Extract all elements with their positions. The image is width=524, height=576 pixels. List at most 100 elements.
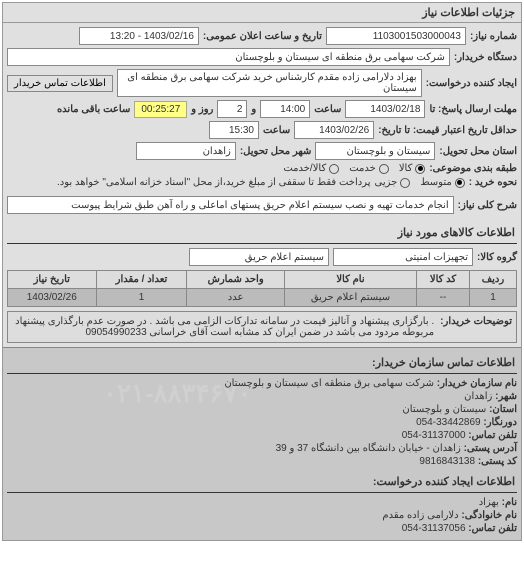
announce-value: 1403/02/16 - 13:20	[79, 27, 199, 45]
contact-fax-line: دورنگار: 33442869-054	[7, 417, 517, 428]
sub-radio-a[interactable]: متوسط	[420, 177, 464, 188]
sub-opt-b: جزیی	[374, 177, 397, 188]
td-0: 1	[469, 289, 516, 307]
row-requester: ایجاد کننده درخواست: بهزاد دلارامی زاده …	[7, 69, 517, 97]
budget-radio-both[interactable]: کالا/خدمت	[283, 163, 339, 174]
c-post-label: کد پستی:	[478, 456, 517, 467]
deadline-date: 1403/02/18	[345, 100, 425, 118]
org-value: شرکت سهامی برق منطقه ای سیستان و بلوچستا…	[224, 378, 434, 389]
budget-radio-group: کالا خدمت کالا/خدمت	[283, 163, 425, 174]
desc-value: . بارگزاری پیشنهاد و آنالیز قیمت در ساما…	[12, 316, 434, 338]
c-fax: 33442869-054	[416, 417, 481, 428]
th-1: کد کالا	[417, 271, 470, 289]
budget-radio-khedmat[interactable]: خدمت	[349, 163, 389, 174]
buyer-label: دستگاه خریدار:	[454, 52, 517, 63]
goods-group: سیستم اعلام حریق	[189, 248, 329, 266]
days-value: 2	[217, 100, 247, 118]
td-4: 1	[96, 289, 187, 307]
row-req-num: شماره نیاز: 1103001503000043 تاریخ و ساع…	[7, 27, 517, 45]
c-addr-label: آدرس پستی:	[464, 443, 517, 454]
radio-dot-icon	[379, 164, 389, 174]
province-label: استان محل تحویل:	[439, 146, 517, 157]
th-4: تعداد / مقدار	[96, 271, 187, 289]
th-5: تاریخ نیاز	[8, 271, 97, 289]
quote-valid-time-label: ساعت	[263, 125, 290, 136]
sub-radio-b[interactable]: جزیی	[374, 177, 410, 188]
budget-opt-a: کالا	[399, 163, 413, 174]
contact-title: اطلاعات تماس سازمان خریدار:	[7, 352, 517, 374]
req-num-label: شماره نیاز:	[470, 31, 517, 42]
countdown-timer: 00:25:27	[134, 101, 187, 118]
radio-dot-icon	[415, 164, 425, 174]
city-value: زاهدان	[136, 142, 236, 160]
desc-label: توضیحات خریدار:	[434, 316, 512, 338]
contact-section: ۰۲۱-۸۸۳۴۶۷۰ اطلاعات تماس سازمان خریدار: …	[3, 347, 521, 540]
c-surname: دلارامی زاده مقدم	[382, 510, 458, 521]
goods-subgroup: تجهیزات امنیتی	[333, 248, 473, 266]
goods-title: اطلاعات کالاهای مورد نیاز	[7, 222, 517, 244]
timer-after: ساعت باقی مانده	[57, 104, 130, 115]
contact-postcode-line: کد پستی: 9816843138	[7, 456, 517, 467]
creator-phone-line: تلفن تماس: 31137056-054	[7, 523, 517, 534]
creator-surname-line: نام خانوادگی: دلارامی زاده مقدم	[7, 510, 517, 521]
c-city-label: شهر:	[495, 391, 517, 402]
requester-value: بهزاد دلارامی زاده مقدم کارشناس خرید شرک…	[117, 69, 422, 97]
deadline-time: 14:00	[260, 100, 310, 118]
c-phone2-label: تلفن تماس:	[468, 523, 517, 534]
general-label: شرح کلی نیاز:	[458, 200, 517, 211]
c-name-label: نام:	[502, 497, 517, 508]
td-5: 1403/02/26	[8, 289, 97, 307]
row-general: شرح کلی نیاز: انجام خدمات تهیه و نصب سیس…	[7, 196, 517, 214]
province-value: سیستان و بلوچستان	[315, 142, 435, 160]
req-creator-title: اطلاعات ایجاد کننده درخواست:	[7, 471, 517, 493]
sub-opt-a: متوسط	[420, 177, 451, 188]
td-2: سیستم اعلام حریق	[284, 289, 416, 307]
c-phone: 31137000-054	[402, 430, 466, 441]
days-label: و	[251, 104, 256, 115]
contact-org-line: نام سازمان خریدار: شرکت سهامی برق منطقه …	[7, 378, 517, 389]
sub-note: پرداخت فقط تا سقفی از مبلغ خرید،از محل "…	[57, 177, 370, 188]
table-header-row: ردیف کد کالا نام کالا واحد شمارش تعداد /…	[8, 271, 517, 289]
c-phone-label: تلفن تماس:	[468, 430, 517, 441]
row-buyer: دستگاه خریدار: شرکت سهامی برق منطقه ای س…	[7, 48, 517, 66]
contact-city-line: شهر: زاهدان	[7, 391, 517, 402]
city-label: شهر محل تحویل:	[240, 146, 312, 157]
radio-dot-icon	[455, 178, 465, 188]
buyer-value: شرکت سهامی برق منطقه ای سیستان و بلوچستا…	[7, 48, 450, 66]
contact-address-line: آدرس پستی: زاهدان - خیابان دانشگاه بین د…	[7, 443, 517, 454]
c-post: 9816843138	[419, 456, 475, 467]
row-quote-valid: حداقل تاریخ اعتبار قیمت: تا تاریخ: 1403/…	[7, 121, 517, 139]
c-addr: زاهدان - خیابان دانشگاه بین دانشگاه 37 و…	[276, 443, 461, 454]
th-2: نام کالا	[284, 271, 416, 289]
budget-radio-kala[interactable]: کالا	[399, 163, 426, 174]
row-deadline: مهلت ارسال پاسخ: تا 1403/02/18 ساعت 14:0…	[7, 100, 517, 118]
panel-body: شماره نیاز: 1103001503000043 تاریخ و ساع…	[3, 23, 521, 347]
th-0: ردیف	[469, 271, 516, 289]
quote-valid-date: 1403/02/26	[294, 121, 374, 139]
c-prov: سیستان و بلوچستان	[402, 404, 486, 415]
c-city: زاهدان	[464, 391, 492, 402]
contact-phone-line: تلفن تماس: 31137000-054	[7, 430, 517, 441]
quote-valid-time: 15:30	[209, 121, 259, 139]
days-after: روز و	[191, 104, 213, 115]
req-num-value: 1103001503000043	[326, 27, 466, 45]
creator-name-line: نام: بهزاد	[7, 497, 517, 508]
td-1: --	[417, 289, 470, 307]
table-row: 1 -- سیستم اعلام حریق عدد 1 1403/02/26	[8, 289, 517, 307]
budget-opt-b: خدمت	[349, 163, 376, 174]
sub-label: نحوه خرید :	[469, 177, 517, 188]
announce-label: تاریخ و ساعت اعلان عمومی:	[203, 31, 322, 42]
buyer-description: توضیحات خریدار: . بارگزاری پیشنهاد و آنا…	[7, 311, 517, 343]
org-label: نام سازمان خریدار:	[437, 378, 517, 389]
row-location: استان محل تحویل: سیستان و بلوچستان شهر م…	[7, 142, 517, 160]
radio-dot-icon	[400, 178, 410, 188]
goods-table: ردیف کد کالا نام کالا واحد شمارش تعداد /…	[7, 270, 517, 307]
contact-info-button[interactable]: اطلاعات تماس خریدار	[7, 75, 113, 92]
c-name: بهزاد	[479, 497, 499, 508]
panel-title: جزئیات اطلاعات نیاز	[3, 3, 521, 23]
c-phone2: 31137056-054	[402, 523, 466, 534]
budget-opt-c: کالا/خدمت	[283, 163, 326, 174]
goods-group-label: گروه کالا:	[477, 252, 517, 263]
row-goods-group: گروه کالا: تجهیزات امنیتی سیستم اعلام حر…	[7, 248, 517, 266]
th-3: واحد شمارش	[187, 271, 284, 289]
